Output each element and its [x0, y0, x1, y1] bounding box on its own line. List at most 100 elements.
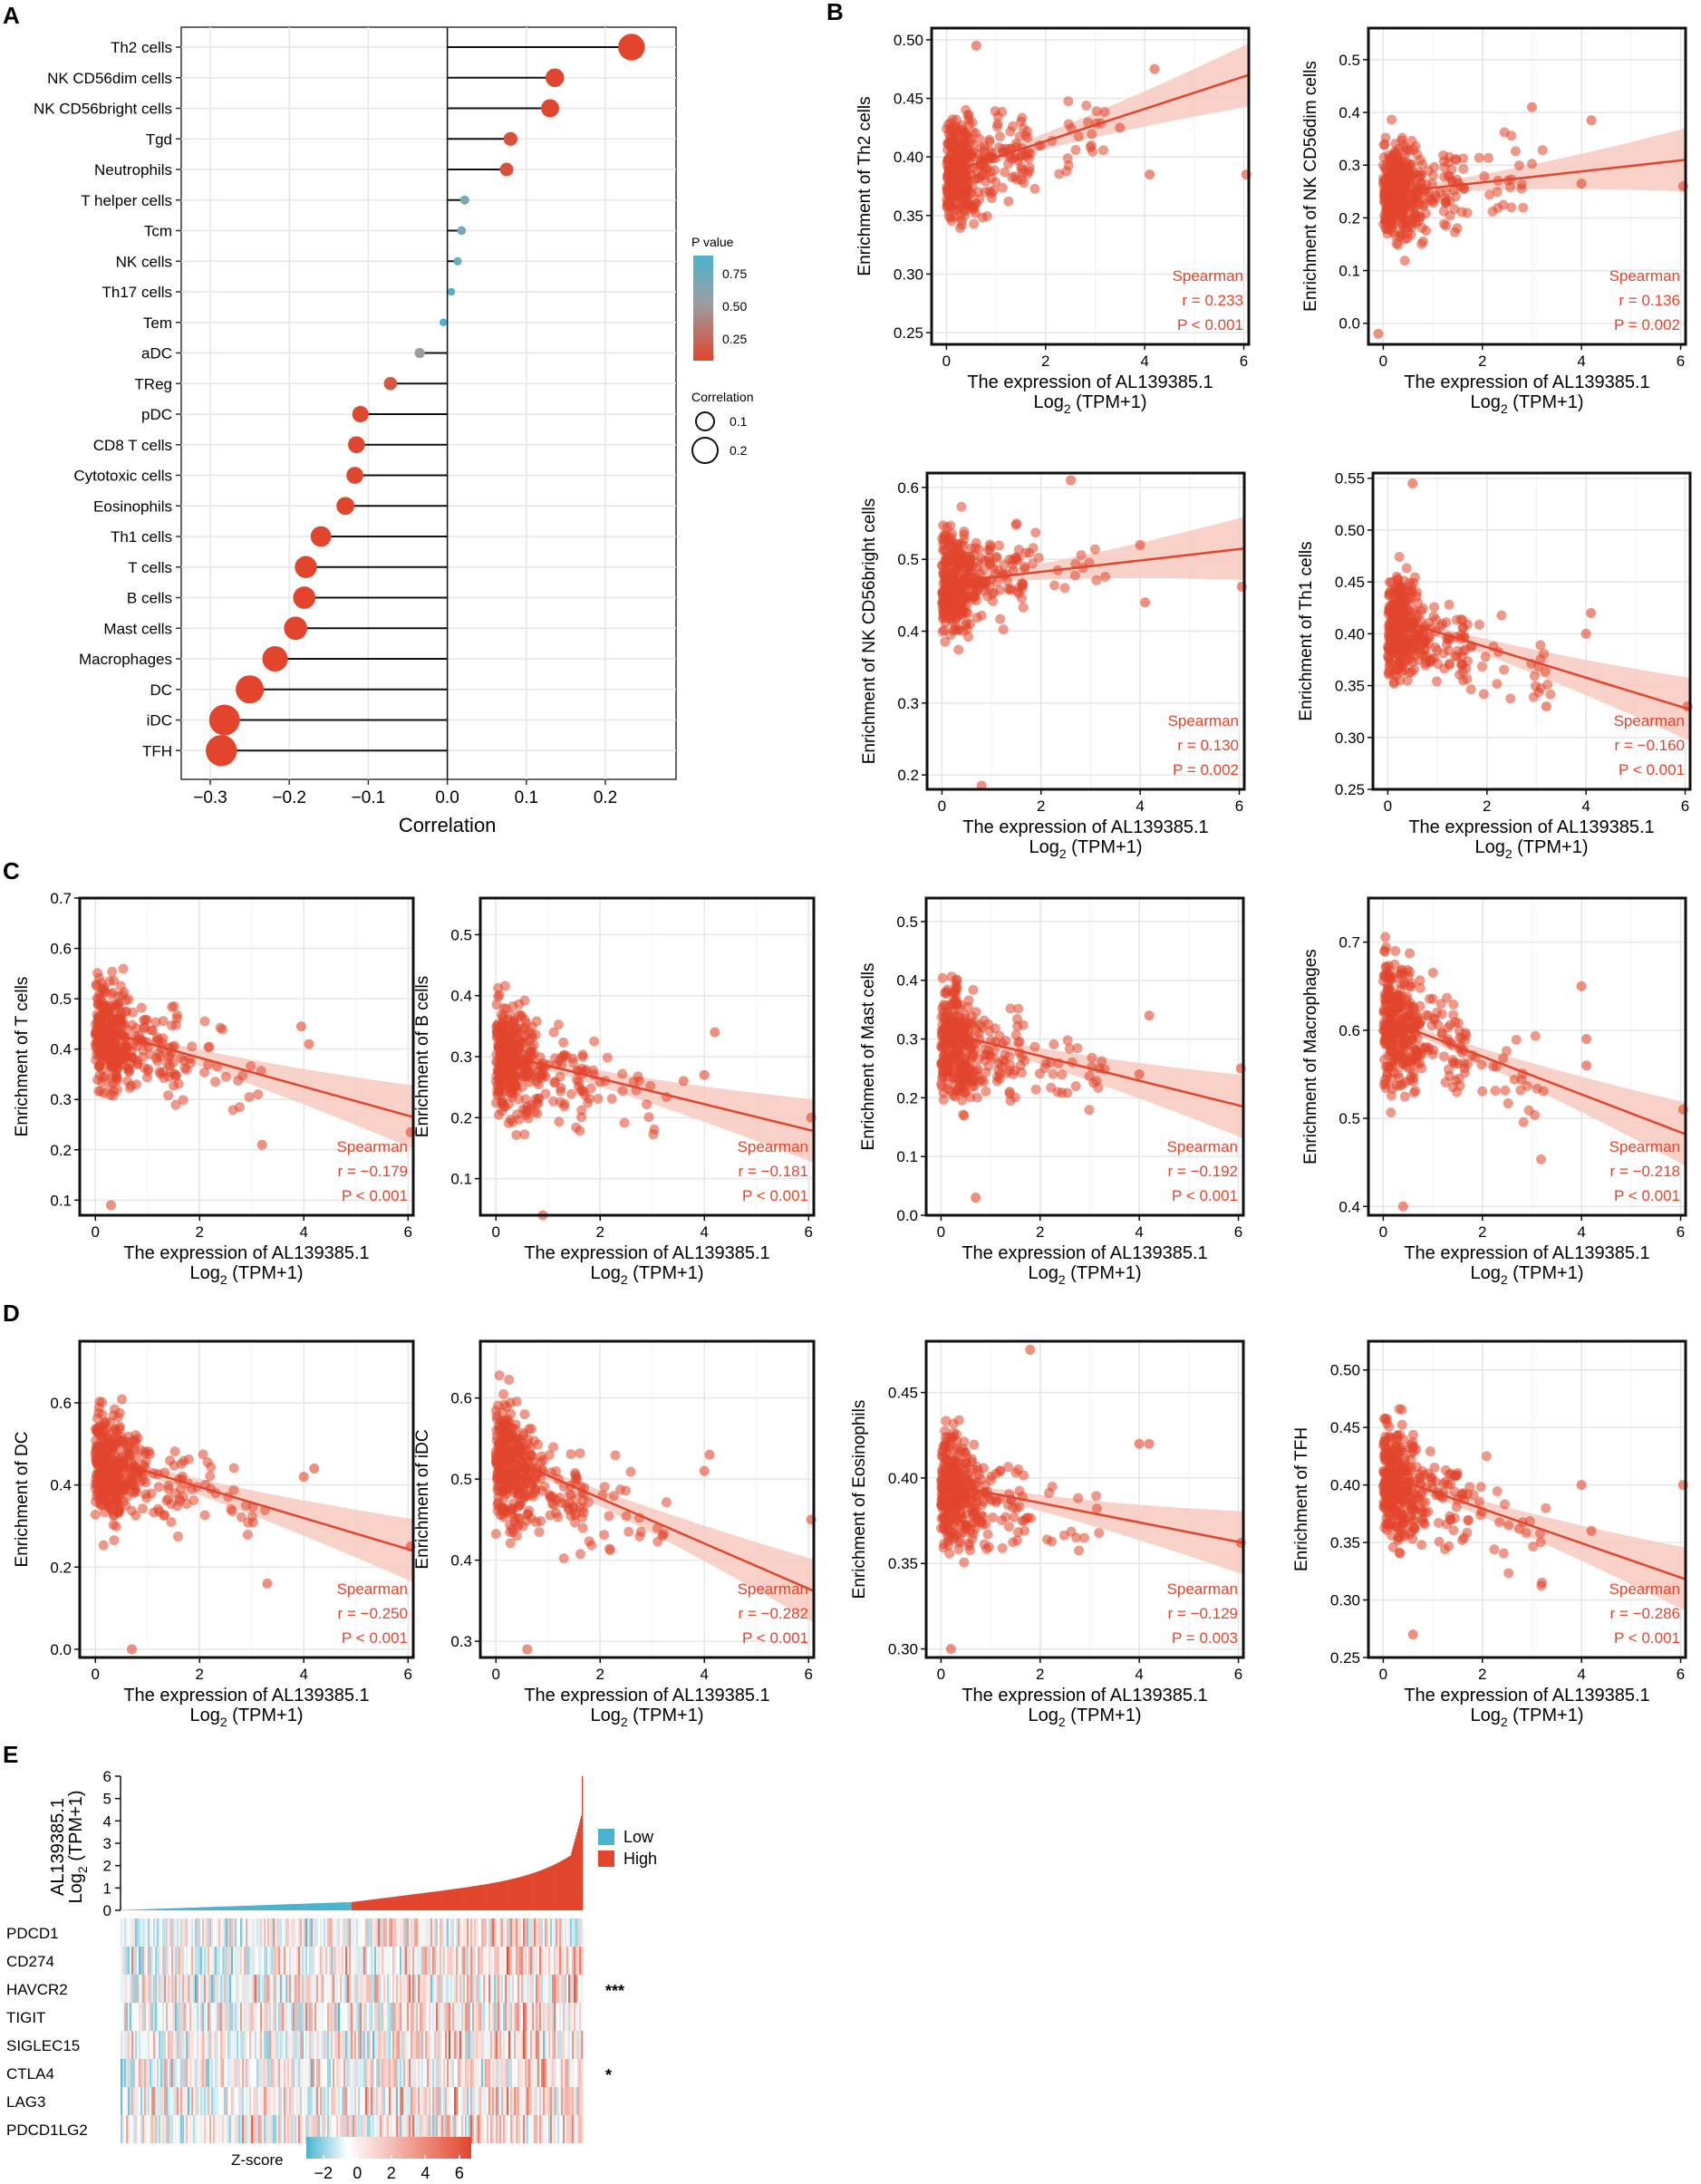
data-point: [1412, 150, 1423, 160]
data-point: [170, 1020, 181, 1030]
data-point: [984, 581, 995, 592]
data-point: [1397, 581, 1407, 592]
data-point: [583, 1097, 594, 1108]
data-point: [996, 1060, 1007, 1071]
x-tick-label: 0: [1384, 797, 1392, 815]
data-point: [94, 1421, 105, 1432]
data-point: [533, 1098, 544, 1109]
y-axis-title: Enrichment of Eosinophils: [850, 1400, 869, 1599]
data-point: [1490, 1086, 1501, 1097]
x-tick-label: 6: [805, 1666, 813, 1683]
data-point: [981, 1086, 991, 1097]
data-point: [1401, 563, 1412, 574]
x-tick-label: 0: [92, 1223, 100, 1241]
data-point: [1418, 633, 1429, 644]
data-point: [940, 1441, 951, 1452]
data-point: [1390, 153, 1401, 164]
data-point: [167, 1001, 178, 1012]
x-axis-subtitle-prefix: Log: [590, 1263, 620, 1283]
stats-p: P < 0.001: [342, 1629, 408, 1647]
data-point: [1390, 138, 1401, 149]
lollipop-dot: [236, 675, 265, 704]
data-point: [952, 204, 963, 215]
data-point: [1083, 117, 1094, 128]
x-axis-title: The expression of AL139385.1: [962, 1243, 1207, 1263]
data-point: [490, 1529, 501, 1540]
data-point: [91, 979, 101, 990]
data-point: [526, 1512, 536, 1523]
y-tick-label: 0.50: [1335, 522, 1365, 539]
data-point: [1380, 999, 1391, 1010]
data-point: [1581, 1060, 1592, 1071]
data-point: [1018, 602, 1029, 613]
data-point: [961, 1048, 971, 1058]
x-tick-label: 2: [1036, 1223, 1044, 1241]
x-tick-label: 0.1: [515, 788, 538, 807]
data-point: [1005, 126, 1016, 137]
correlation-size-tick: 0.2: [730, 443, 748, 458]
data-point: [1030, 527, 1041, 538]
data-point: [947, 1013, 958, 1024]
data-point: [1387, 669, 1398, 680]
data-point: [1052, 1087, 1063, 1097]
data-point: [1431, 676, 1442, 687]
data-point: [989, 1045, 1000, 1056]
data-point: [136, 1002, 147, 1013]
x-tick-label: 4: [1135, 1666, 1143, 1683]
category-label: TReg: [134, 375, 172, 392]
data-point: [92, 1454, 103, 1464]
x-axis-title: The expression of AL139385.1: [1408, 817, 1654, 837]
data-point: [1506, 202, 1517, 213]
x-tick-label: 4: [1135, 1223, 1143, 1241]
data-point: [522, 1644, 533, 1655]
x-tick-label: 2: [596, 1223, 604, 1241]
regression-line: [1390, 159, 1687, 194]
data-point: [1044, 1487, 1055, 1498]
data-point: [1576, 981, 1587, 991]
data-point: [507, 1523, 517, 1534]
y-tick-label: 0.2: [897, 767, 919, 784]
data-point: [1537, 145, 1548, 156]
data-point: [1003, 196, 1014, 207]
data-point: [1399, 979, 1410, 990]
y-tick-label: 0.6: [1339, 1022, 1360, 1039]
data-point: [558, 1553, 569, 1564]
data-point: [986, 188, 997, 198]
data-point: [1461, 1029, 1472, 1040]
panel-label-a: A: [3, 2, 20, 29]
category-label: Cytotoxic cells: [73, 468, 172, 485]
data-point: [1419, 652, 1430, 662]
data-point: [1479, 171, 1490, 182]
data-point: [527, 1474, 538, 1484]
data-point: [954, 582, 965, 593]
category-label: B cells: [127, 590, 172, 607]
data-point: [1115, 122, 1126, 133]
data-point: [1066, 475, 1077, 486]
correlation-legend-title: Correlation: [691, 390, 753, 404]
category-label: T helper cells: [81, 192, 172, 209]
data-point: [176, 1458, 187, 1469]
y-tick-label: 0.3: [450, 1049, 472, 1066]
lollipop-dot: [284, 616, 308, 641]
data-point: [1384, 590, 1395, 601]
data-point: [91, 1023, 101, 1034]
y-tick-label: 0.2: [896, 1089, 918, 1106]
stats-p: P < 0.001: [1177, 316, 1243, 333]
y-tick-label: 0.7: [50, 890, 72, 907]
data-point: [493, 1474, 504, 1485]
y-tick-label: 0.40: [888, 1470, 918, 1487]
data-point: [548, 1027, 559, 1038]
data-point: [1379, 945, 1390, 956]
data-point: [508, 1069, 519, 1080]
data-point: [938, 520, 949, 531]
data-point: [952, 624, 963, 635]
data-point: [517, 1521, 528, 1532]
data-point: [968, 1528, 979, 1539]
data-point: [1396, 227, 1406, 238]
y-tick-label: 0.3: [1339, 157, 1360, 174]
data-point: [155, 1068, 166, 1079]
data-point: [1393, 574, 1404, 585]
data-point: [974, 194, 985, 205]
data-point: [163, 1071, 174, 1082]
